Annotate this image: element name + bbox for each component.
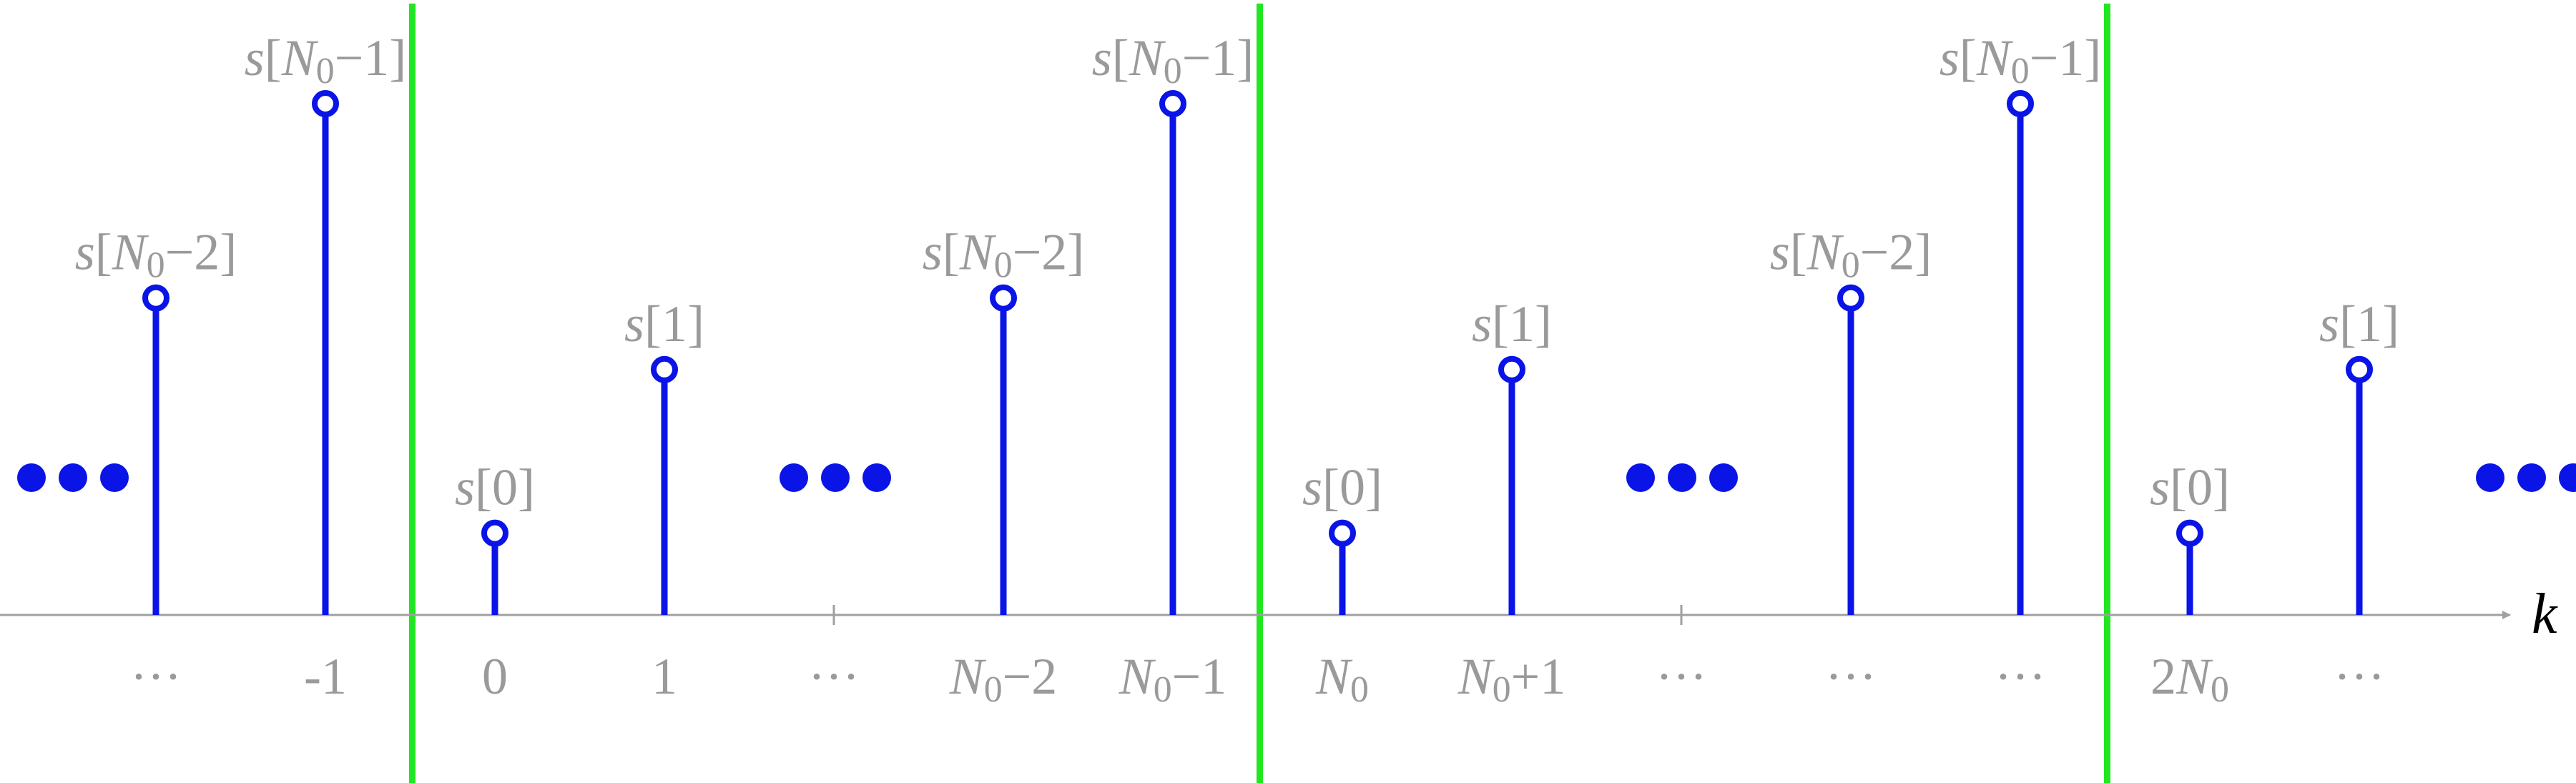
tick-label: 1	[652, 648, 677, 705]
tick-label: ···	[2334, 648, 2385, 705]
continuation-dot	[1709, 463, 1738, 492]
continuation-dot	[17, 463, 46, 492]
sample-value-label: s[N0−2]	[923, 224, 1085, 286]
sample-value-label: s[1]	[624, 295, 704, 353]
sample-marker	[481, 519, 508, 547]
continuation-dot	[1668, 463, 1696, 492]
sample-value-label: s[0]	[455, 459, 535, 516]
sample-marker	[990, 284, 1017, 312]
sample-value-label: s[N0−1]	[1940, 29, 2102, 92]
sample-value-label: s[1]	[1472, 295, 1552, 353]
tick-label: ···	[1825, 648, 1877, 705]
continuation-ellipsis-2	[780, 463, 891, 492]
tick-label: ···	[1656, 648, 1707, 705]
sample-marker	[1498, 355, 1525, 383]
continuation-ellipsis-3	[1626, 463, 1738, 492]
sample-marker	[651, 355, 678, 383]
sample-value-label: s[1]	[2319, 295, 2399, 353]
tick-label: N0	[1315, 648, 1369, 710]
sample-value-label: s[N0−1]	[1092, 29, 1254, 92]
continuation-dot	[821, 463, 850, 492]
continuation-dot	[2559, 463, 2576, 492]
sample-marker	[2176, 519, 2203, 547]
tick-label: N0−1	[1119, 648, 1227, 710]
sample-value-label: s[N0−2]	[1770, 224, 1932, 286]
continuation-dot	[2476, 463, 2504, 492]
sample-marker	[2007, 90, 2034, 117]
tick-label: -1	[304, 648, 347, 705]
sample-marker	[312, 90, 339, 117]
sample-marker	[2346, 355, 2373, 383]
tick-label: N0+1	[1457, 648, 1566, 710]
tick-label: ···	[1995, 648, 2046, 705]
sample-marker	[1159, 90, 1186, 117]
axis-variable-label: k	[2532, 583, 2558, 646]
sample-marker	[1837, 284, 1864, 312]
tick-label: ···	[130, 648, 182, 705]
continuation-ellipsis-1	[17, 463, 129, 492]
continuation-dot	[2517, 463, 2546, 492]
continuation-dot	[1626, 463, 1655, 492]
sample-marker	[142, 284, 169, 312]
tick-label: 0	[482, 648, 508, 705]
continuation-dot	[780, 463, 808, 492]
continuation-dot	[100, 463, 129, 492]
sample-marker	[1329, 519, 1356, 547]
sample-value-label: s[0]	[1302, 459, 1382, 516]
sample-value-label: s[0]	[2150, 459, 2230, 516]
tick-label: N0−2	[949, 648, 1058, 710]
continuation-ellipsis-4	[2476, 463, 2576, 492]
sample-value-label: s[N0−1]	[245, 29, 407, 92]
continuation-dot	[862, 463, 891, 492]
sample-value-label: s[N0−2]	[75, 224, 237, 286]
tick-label: ···	[808, 648, 860, 705]
tick-label: 2N0	[2150, 648, 2229, 710]
continuation-dot	[59, 463, 87, 492]
